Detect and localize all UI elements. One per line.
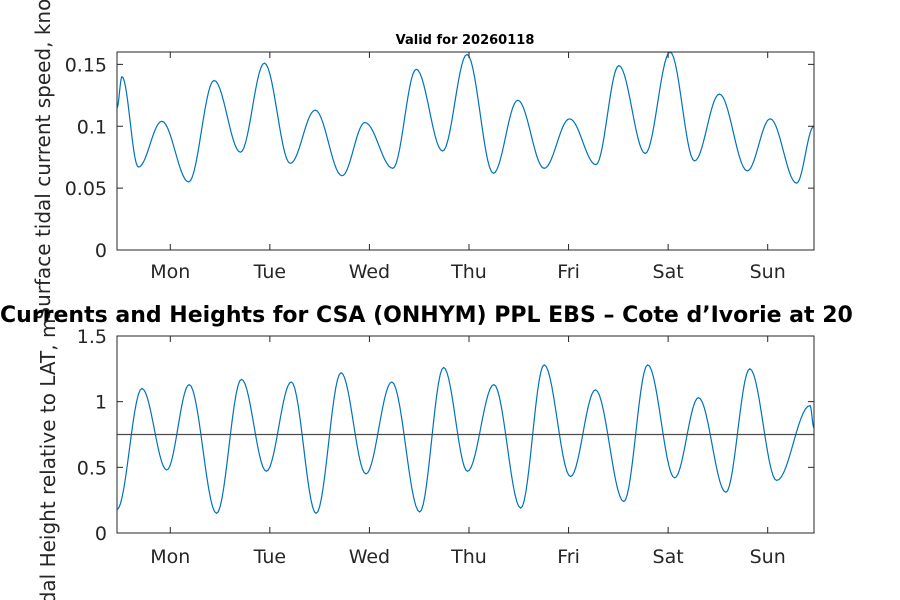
x-tick-label: Fri <box>557 261 580 283</box>
y-tick-label: 0.05 <box>65 178 107 200</box>
y-tick-label: 0 <box>95 240 107 262</box>
x-tick-label: Mon <box>150 261 190 283</box>
x-tick-label: Fri <box>557 546 580 568</box>
y-axis-label: Tidal Height relative to LAT, m <box>36 319 60 600</box>
axes-box-current <box>116 51 815 251</box>
x-tick-label: Sun <box>750 261 786 283</box>
plot-area-current <box>117 52 814 250</box>
series-line-height <box>117 364 814 515</box>
x-tick-label: Tue <box>253 546 286 568</box>
x-tick-label: Sun <box>750 546 786 568</box>
tidal-height-chart: 0 0.5 1 1.5 Mon Tue Wed Thu Fri Sat Sun Currents an… <box>0 303 853 600</box>
x-tick-label: Sat <box>653 261 684 283</box>
y-axis-label: Surface tidal current speed, knots <box>31 0 55 320</box>
y-tick-label: 1.5 <box>77 326 107 348</box>
y-tick-label: 0.1 <box>77 116 107 138</box>
axes-box-height <box>116 335 815 534</box>
x-tick-label: Sat <box>653 546 684 568</box>
chart-title: Currents and Heights for CSA (ONHYM) PPL… <box>0 303 853 328</box>
x-tick-label: Thu <box>450 546 487 568</box>
y-tick-label: 0.15 <box>65 54 107 76</box>
series-line-current <box>117 52 814 184</box>
y-tick-label: 1 <box>95 392 107 414</box>
x-tick-label: Wed <box>349 261 390 283</box>
x-tick-label: Tue <box>253 261 286 283</box>
x-tick-label: Thu <box>450 261 487 283</box>
chart-title: Valid for 20260118 <box>396 33 535 48</box>
x-tick-label: Mon <box>150 546 190 568</box>
x-tick-label: Wed <box>349 546 390 568</box>
current-speed-chart: 0 0.05 0.1 0.15 Mon Tue Wed Thu Fri Sat Sun Valid f… <box>31 0 815 320</box>
y-tick-label: 0 <box>95 523 107 545</box>
y-tick-label: 0.5 <box>77 457 107 479</box>
